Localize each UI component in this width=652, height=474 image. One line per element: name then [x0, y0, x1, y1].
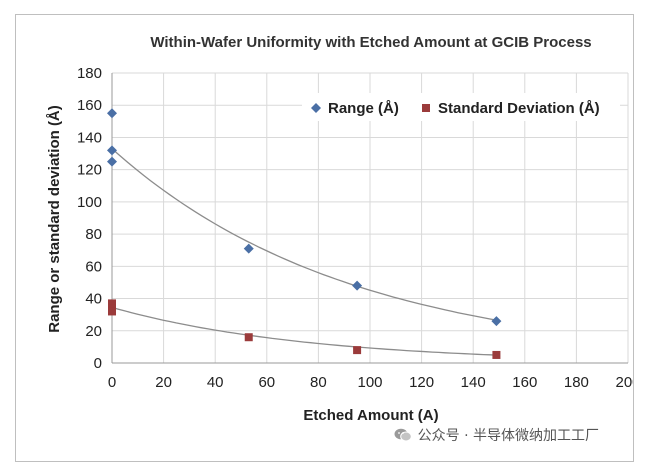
legend: Range (Å) Standard Deviation (Å) [302, 93, 620, 121]
trendlines [111, 148, 497, 356]
stddev-point [492, 350, 501, 359]
x-tick-label: 100 [357, 374, 382, 391]
y-tick-label: 80 [85, 226, 102, 243]
y-tick-label: 180 [77, 65, 102, 82]
legend-label-0: Range (Å) [328, 100, 399, 117]
data-points [107, 108, 502, 359]
stddev-point [108, 299, 116, 308]
x-axis-title: Etched Amount (A) [303, 407, 438, 424]
y-tick-label: 120 [77, 162, 102, 179]
y-tick-label: 40 [85, 291, 102, 308]
range-point [107, 108, 117, 119]
range-point [107, 156, 117, 167]
range-point [243, 243, 254, 254]
y-tick-label: 160 [77, 97, 102, 114]
range-point [107, 145, 117, 156]
legend-background [302, 93, 620, 121]
chart-svg: Within-Wafer Uniformity with Etched Amou… [46, 34, 633, 424]
x-tick-label: 40 [207, 374, 224, 391]
wechat-icon [394, 428, 412, 442]
x-tick-label: 200 [615, 374, 633, 391]
x-tick-label: 160 [512, 374, 537, 391]
y-tick-labels: 0 20 40 60 80 100 120 140 160 180 [77, 65, 102, 372]
x-tick-label: 140 [461, 374, 486, 391]
y-axis-title: Range or standard deviation (Å) [46, 105, 63, 333]
stddev-point [244, 333, 253, 342]
x-tick-label: 180 [564, 374, 589, 391]
stddev-point [353, 346, 362, 355]
y-tick-label: 60 [85, 258, 102, 275]
legend-marker-stddev [422, 104, 430, 112]
x-tick-label: 20 [155, 374, 172, 391]
x-tick-label: 60 [258, 374, 275, 391]
x-tick-label: 0 [108, 374, 116, 391]
y-tick-label: 20 [85, 323, 102, 340]
y-tick-label: 100 [77, 194, 102, 211]
chart-frame: Within-Wafer Uniformity with Etched Amou… [15, 14, 634, 462]
chart-title: Within-Wafer Uniformity with Etched Amou… [150, 34, 591, 51]
watermark-text: 公众号 · 半导体微纳加工工厂 [417, 428, 599, 444]
trendline-series-0 [111, 148, 497, 321]
watermark: 公众号 · 半导体微纳加工工厂 [394, 425, 599, 445]
x-tick-label: 80 [310, 374, 327, 391]
range-point [491, 316, 502, 327]
y-tick-label: 140 [77, 129, 102, 146]
stddev-point [108, 307, 116, 316]
y-tick-label: 0 [94, 355, 102, 372]
legend-label-1: Standard Deviation (Å) [438, 100, 600, 117]
range-point [352, 280, 363, 291]
x-tick-labels: 0 20 40 60 80 100 120 140 160 180 200 [108, 374, 633, 391]
trendline-series-1 [111, 306, 497, 356]
legend-marker-range [311, 103, 321, 113]
x-tick-label: 120 [409, 374, 434, 391]
